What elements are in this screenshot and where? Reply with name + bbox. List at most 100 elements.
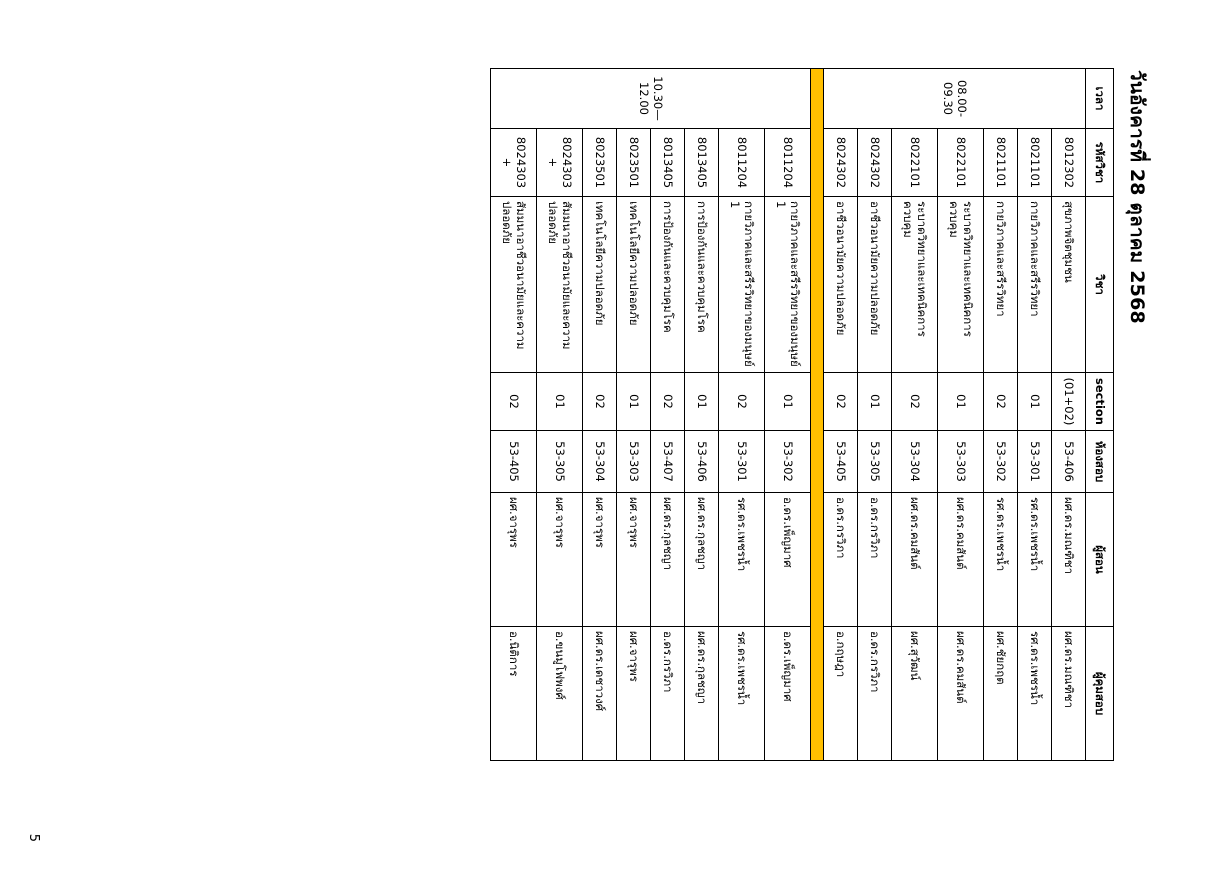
cell-subject: กายวิภาคและสรีรวิทยา (983, 196, 1018, 373)
cell-code: 8011204 (718, 128, 765, 197)
cell-subject: เทคโนโลยีความปลอดภัย (582, 196, 617, 373)
cell-code: 8024303+ (536, 128, 583, 197)
cell-teacher: ผศ.ดร.กุลชญา (684, 492, 719, 627)
cell-room: 53-305 (857, 430, 892, 493)
cell-section: 02 (582, 372, 617, 431)
cell-code: 8024302 (857, 128, 892, 197)
cell-room: 53-302 (983, 430, 1018, 493)
cell-proctor: อ.กฤษฎา (823, 626, 858, 761)
table-row: 8024302 อาชีวอนามัยความปลอดภัย 01 53-305 อ.ด… (857, 69, 892, 761)
cell-code: 8021101 (1017, 128, 1052, 197)
cell-proctor: ผศ.ชัยกฤต (983, 626, 1018, 761)
exam-schedule-table: เวลา รหัสวิชา วิชา section ห้องสอบ ผู้สอ… (490, 68, 1115, 761)
page-title: วันอังคารที่ 28 ตุลาคม 2568 (1126, 70, 1148, 324)
cell-proctor: ผศ.ดร.มณฑิชา (1051, 626, 1086, 761)
cell-room: 53-303 (937, 430, 984, 493)
cell-proctor: รศ.ดร.เพชรน้ำ (1017, 626, 1052, 761)
cell-subject: กายวิภาคและสรีรวิทยาของมนุษย์ 1 (764, 196, 811, 373)
table-row: 08.00-09.30 8012302 สุขภาพจิตชุมชน (01+02) 5… (823, 68, 1086, 761)
cell-subject: สัมมนาอาชีวอนามัยและความปลอดภัย (490, 196, 537, 373)
column-header-room: ห้องสอบ (1085, 430, 1114, 493)
cell-teacher: ผศ.ดร.มณฑิชา (1051, 492, 1086, 627)
page-number: 5 (26, 833, 41, 842)
cell-room: 53-407 (650, 430, 685, 493)
table-row: 8023501 เทคโนโลยีความปลอดภัย 01 53-303 ผศ.จา… (616, 69, 651, 761)
cell-teacher: ผศ.ดร.คมสันต์ (937, 492, 984, 627)
cell-teacher: รศ.ดร.เพชรน้ำ (1017, 492, 1052, 627)
cell-subject: ระบาดวิทยาและเทคนิคการควบคุม (937, 196, 984, 373)
cell-subject: การป้องกันและควบคุมโรค (684, 196, 719, 373)
cell-code: 8024303+ (490, 128, 537, 197)
table-row: 8024302 อาชีวอนามัยความปลอดภัย 02 53-405 อ.ด… (823, 69, 858, 761)
cell-code: 8022101 (891, 128, 938, 197)
table-row: 8021101 กายวิภาคและสรีรวิทยา 02 53-302 รศ.ดร… (983, 69, 1018, 761)
cell-room: 53-302 (764, 430, 811, 493)
cell-teacher: ผศ.จารุพร (582, 492, 617, 627)
table-row: 8011204 กายวิภาคและสรีรวิทยาของมนุษย์ 1 02… (718, 69, 765, 761)
cell-teacher: ผศ.จารุพร (490, 492, 537, 627)
cell-teacher: อ.ดร.เพ็ญมาศ (764, 492, 811, 627)
column-header-teacher: ผู้สอน (1085, 492, 1114, 627)
cell-room: 53-406 (1051, 430, 1086, 493)
cell-section: 01 (616, 372, 651, 431)
table-row: 8024303+ สัมมนาอาชีวอนามัยและความปลอดภัย 0… (536, 69, 583, 761)
table-row: 8013405 การป้องกันและควบคุมโรค 01 53-406 ผศ.… (684, 69, 719, 761)
cell-section: 01 (857, 372, 892, 431)
cell-subject: กายวิภาคและสรีรวิทยาของมนุษย์ 1 (718, 196, 765, 373)
cell-section: 02 (490, 372, 537, 431)
cell-proctor: อ.นิติการ (490, 626, 537, 761)
cell-proctor: ผศ.จารุพร (616, 626, 651, 761)
cell-room: 53-303 (616, 430, 651, 493)
cell-subject: อาชีวอนามัยความปลอดภัย (823, 196, 858, 373)
cell-section: 01 (684, 372, 719, 431)
cell-time: 08.00-09.30 (823, 68, 1086, 129)
cell-subject: อาชีวอนามัยความปลอดภัย (857, 196, 892, 373)
cell-section: 01 (536, 372, 583, 431)
cell-proctor: ผศ.สุวัฒน์ (891, 626, 938, 761)
cell-teacher: อ.ดร.กรวิภา (857, 492, 892, 627)
cell-room: 53-405 (490, 430, 537, 493)
cell-code: 8024302 (823, 128, 858, 197)
cell-subject: เทคโนโลยีความปลอดภัย (616, 196, 651, 373)
cell-teacher: รศ.ดร.เพชรน้ำ (718, 492, 765, 627)
cell-room: 53-304 (891, 430, 938, 493)
cell-subject: สัมมนาอาชีวอนามัยและความปลอดภัย (536, 196, 583, 373)
cell-room: 53-406 (684, 430, 719, 493)
separator-cell (810, 68, 824, 761)
cell-subject: กายวิภาคและสรีรวิทยา (1017, 196, 1052, 373)
table-row: 8013405 การป้องกันและควบคุมโรค 02 53-407 ผศ.… (650, 69, 685, 761)
cell-teacher: ผศ.ดร.กุลชญา (650, 492, 685, 627)
cell-room: 53-304 (582, 430, 617, 493)
cell-code: 8012302 (1051, 128, 1086, 197)
table-row: 8024303+ สัมมนาอาชีวอนามัยและความปลอดภัย 0… (490, 69, 537, 761)
cell-room: 53-305 (536, 430, 583, 493)
table-row: 8023501 เทคโนโลยีความปลอดภัย 02 53-304 ผศ.จา… (582, 69, 617, 761)
cell-section: 01 (1017, 372, 1052, 431)
cell-code: 8023501 (616, 128, 651, 197)
cell-section: 02 (983, 372, 1018, 431)
cell-teacher: อ.ดร.กรวิภา (823, 492, 858, 627)
cell-subject: การป้องกันและควบคุมโรค (650, 196, 685, 373)
column-header-time: เวลา (1085, 68, 1114, 129)
table-row: 8022101 ระบาดวิทยาและเทคนิคการควบคุม 01 53-… (937, 69, 984, 761)
cell-proctor: อ.ขนมูโฟพงศ์ (536, 626, 583, 761)
table-row: 8022101 ระบาดวิทยาและเทคนิคการควบคุม 02 53-… (891, 69, 938, 761)
cell-subject: สุขภาพจิตชุมชน (1051, 196, 1086, 373)
cell-proctor: ผศ.ดร.กุลชญา (684, 626, 719, 761)
cell-teacher: ผศ.ดร.คมสันต์ (891, 492, 938, 627)
cell-time: 10.30—12.00 (490, 68, 811, 129)
cell-section: 01 (937, 372, 984, 431)
header-row: เวลา รหัสวิชา วิชา section ห้องสอบ ผู้สอ… (1085, 68, 1114, 761)
column-header-code: รหัสวิชา (1085, 128, 1114, 197)
cell-code: 8011204 (764, 128, 811, 197)
cell-room: 53-405 (823, 430, 858, 493)
cell-proctor: อ.ดร.กรวิภา (857, 626, 892, 761)
column-header-proctor: ผู้คุมสอบ (1085, 626, 1114, 761)
cell-section: 01 (764, 372, 811, 431)
cell-teacher: ผศ.จารุพร (616, 492, 651, 627)
cell-subject: ระบาดวิทยาและเทคนิคการควบคุม (891, 196, 938, 373)
table-row: 8021101 กายวิภาคและสรีรวิทยา 01 53-301 รศ.ดร… (1017, 69, 1052, 761)
